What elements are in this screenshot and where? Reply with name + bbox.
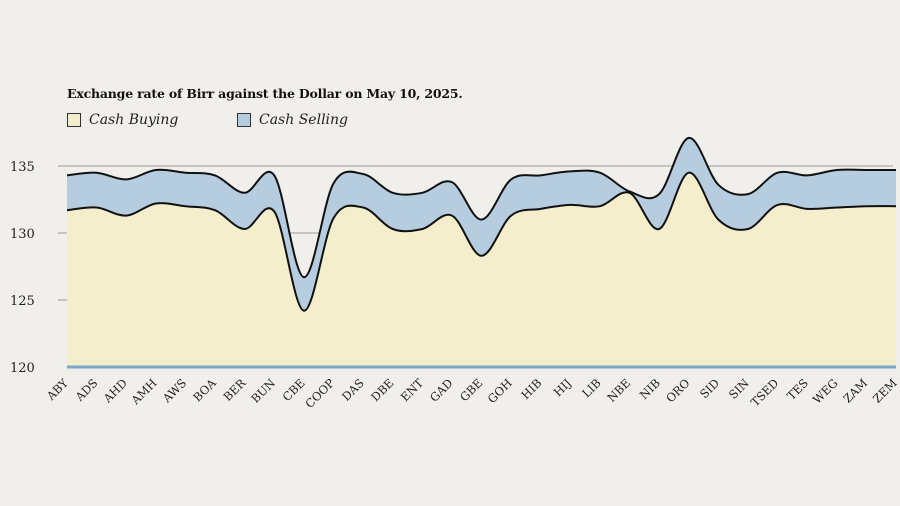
x-tick-label-dbe: DBE [368,376,396,404]
x-tick-label-hib: HIB [518,376,544,402]
x-tick-label-gad: GAD [427,376,456,405]
x-tick-label-oro: ORO [663,376,692,405]
x-tick-label-goh: GOH [485,376,515,406]
y-tick-label-125: 125 [10,294,35,309]
x-tick-label-hij: HIJ [551,376,575,400]
x-tick-label-weg: WEG [810,376,841,407]
x-tick-label-sin: SIN [726,376,752,402]
x-tick-label-nib: NIB [637,376,663,402]
x-tick-label-ent: ENT [398,376,427,405]
y-tick-label-130: 130 [10,227,35,242]
legend-item-cash-selling: Cash Selling [237,112,348,128]
y-tick-label-120: 120 [10,361,35,376]
legend-label-cash-selling: Cash Selling [259,112,348,128]
x-tick-label-sid: SID [697,376,722,401]
y-tick-label-135: 135 [10,160,35,175]
x-tick-label-aby: ABY [43,376,71,404]
legend-swatch-cash-buying [67,113,81,127]
legend-item-cash-buying: Cash Buying [67,112,178,128]
chart-title: Exchange rate of Birr against the Dollar… [67,86,463,101]
x-tick-label-boa: BOA [190,375,219,404]
x-tick-label-ads: ADS [72,376,101,405]
x-tick-label-nbe: NBE [604,376,633,405]
area-cash-buying [67,172,896,367]
line-cash-selling [66,136,896,279]
legend-label-cash-buying: Cash Buying [89,112,179,128]
x-tick-label-gbe: GBE [457,376,485,404]
x-tick-label-bun: BUN [248,376,278,406]
line-cash-buying [66,171,897,312]
x-tick-label-ber: BER [221,376,249,404]
x-tick-label-tes: TES [784,376,811,403]
x-tick-label-aws: AWS [159,376,189,406]
legend-swatch-cash-selling [237,113,251,127]
x-tick-label-lib: LIB [579,376,603,400]
x-tick-label-tsed: TSED [748,376,781,409]
x-tick-label-zam: ZAM [840,376,870,406]
x-tick-label-coop: COOP [302,376,337,411]
x-tick-label-zem: ZEM [870,376,900,406]
x-tick-label-das: DAS [339,376,367,404]
x-tick-label-amh: AMH [128,376,160,408]
x-tick-label-ahd: AHD [100,376,130,406]
